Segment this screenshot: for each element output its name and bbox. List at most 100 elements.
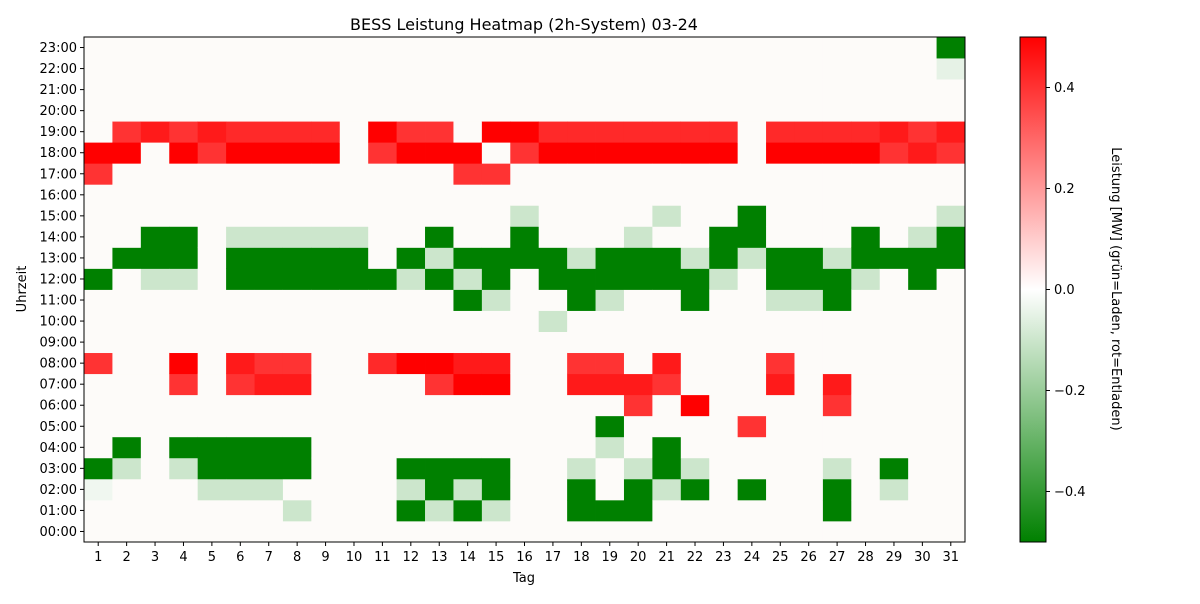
heatmap-cell bbox=[652, 37, 682, 59]
x-tick-label: 6 bbox=[236, 550, 244, 565]
heatmap-cell bbox=[936, 478, 966, 501]
x-tick-label: 1 bbox=[94, 550, 102, 565]
heatmap-cell bbox=[368, 457, 398, 480]
heatmap-cell bbox=[197, 37, 227, 59]
heatmap-cell bbox=[595, 268, 625, 290]
heatmap-cell bbox=[766, 436, 795, 459]
heatmap-cell bbox=[766, 373, 795, 396]
heatmap-cell bbox=[595, 310, 625, 332]
heatmap-cell bbox=[453, 163, 483, 185]
heatmap-cell bbox=[709, 184, 739, 206]
x-tick-label: 8 bbox=[293, 550, 301, 565]
heatmap-cell bbox=[567, 100, 596, 122]
heatmap-cell bbox=[226, 331, 255, 354]
heatmap-cell bbox=[481, 205, 511, 227]
heatmap-cell bbox=[936, 205, 966, 227]
heatmap-cell bbox=[822, 373, 852, 396]
heatmap-cell bbox=[311, 436, 341, 459]
heatmap-cell bbox=[879, 352, 909, 375]
heatmap-cell bbox=[84, 205, 113, 227]
heatmap-cell bbox=[623, 163, 653, 185]
heatmap-cell bbox=[453, 310, 483, 332]
heatmap-cell bbox=[84, 457, 113, 480]
heatmap-cell bbox=[538, 226, 568, 248]
heatmap-cell bbox=[822, 310, 852, 332]
heatmap-cell bbox=[510, 520, 540, 543]
heatmap-cell bbox=[538, 415, 568, 438]
heatmap-cell bbox=[680, 37, 710, 59]
heatmap-cell bbox=[425, 457, 454, 480]
heatmap-cell bbox=[481, 373, 511, 396]
colorbar bbox=[1019, 36, 1047, 543]
heatmap-cell bbox=[680, 121, 710, 143]
heatmap-cell bbox=[169, 520, 199, 543]
heatmap-cell bbox=[794, 163, 824, 185]
heatmap-cell bbox=[680, 310, 710, 332]
heatmap-cell bbox=[254, 142, 284, 164]
heatmap-cell bbox=[709, 373, 739, 396]
heatmap-cell bbox=[851, 268, 881, 290]
heatmap-cell bbox=[652, 520, 682, 543]
heatmap-cell bbox=[680, 205, 710, 227]
heatmap-cell bbox=[623, 226, 653, 248]
heatmap-cell bbox=[169, 478, 199, 501]
heatmap-cell bbox=[169, 184, 199, 206]
y-tick-label: 18:00 bbox=[40, 146, 77, 161]
x-tick-label: 15 bbox=[488, 550, 505, 565]
heatmap-cell bbox=[197, 520, 227, 543]
heatmap-cell bbox=[453, 499, 483, 522]
heatmap-cell bbox=[226, 205, 255, 227]
heatmap-cell bbox=[822, 478, 852, 501]
heatmap-cell bbox=[766, 352, 795, 375]
heatmap-cell bbox=[567, 247, 596, 269]
heatmap-cell bbox=[822, 289, 852, 311]
heatmap-cell bbox=[680, 457, 710, 480]
heatmap-cell bbox=[908, 415, 937, 438]
heatmap-cell bbox=[254, 457, 284, 480]
heatmap-cell bbox=[112, 436, 142, 459]
heatmap-cell bbox=[396, 478, 426, 501]
heatmap-cell bbox=[226, 289, 255, 311]
y-tick-label: 21:00 bbox=[40, 83, 77, 98]
x-tick-label: 12 bbox=[403, 550, 420, 565]
heatmap-cell bbox=[936, 268, 966, 290]
heatmap-cell bbox=[481, 331, 511, 354]
heatmap-cell bbox=[425, 373, 454, 396]
heatmap-cell bbox=[226, 163, 255, 185]
heatmap-cell bbox=[766, 226, 795, 248]
heatmap-cell bbox=[282, 226, 312, 248]
heatmap-cell bbox=[936, 373, 966, 396]
heatmap-cell bbox=[169, 79, 199, 101]
heatmap-cell bbox=[851, 226, 881, 248]
heatmap-cell bbox=[197, 436, 227, 459]
heatmap-cell bbox=[595, 205, 625, 227]
heatmap-cell bbox=[453, 100, 483, 122]
x-tick-label: 4 bbox=[179, 550, 187, 565]
heatmap-cell bbox=[567, 289, 596, 311]
heatmap-cell bbox=[425, 331, 454, 354]
heatmap-cell bbox=[339, 79, 369, 101]
heatmap-cell bbox=[140, 310, 170, 332]
heatmap-cell bbox=[538, 58, 568, 80]
heatmap-cell bbox=[453, 121, 483, 143]
heatmap-cell bbox=[936, 289, 966, 311]
heatmap-cells bbox=[84, 37, 966, 543]
heatmap-cell bbox=[766, 58, 795, 80]
heatmap-cell bbox=[766, 163, 795, 185]
heatmap-cell bbox=[851, 373, 881, 396]
heatmap-cell bbox=[453, 184, 483, 206]
heatmap-cell bbox=[197, 205, 227, 227]
heatmap-cell bbox=[652, 247, 682, 269]
y-tick-label: 19:00 bbox=[40, 125, 77, 140]
heatmap-cell bbox=[652, 58, 682, 80]
heatmap-cell bbox=[226, 373, 255, 396]
heatmap-cell bbox=[652, 121, 682, 143]
heatmap-cell bbox=[879, 121, 909, 143]
heatmap-cell bbox=[481, 415, 511, 438]
heatmap-cell bbox=[510, 37, 540, 59]
heatmap-cell bbox=[538, 478, 568, 501]
heatmap-cell bbox=[737, 247, 767, 269]
heatmap-cell bbox=[851, 436, 881, 459]
heatmap-cell bbox=[339, 415, 369, 438]
heatmap-cell bbox=[851, 457, 881, 480]
